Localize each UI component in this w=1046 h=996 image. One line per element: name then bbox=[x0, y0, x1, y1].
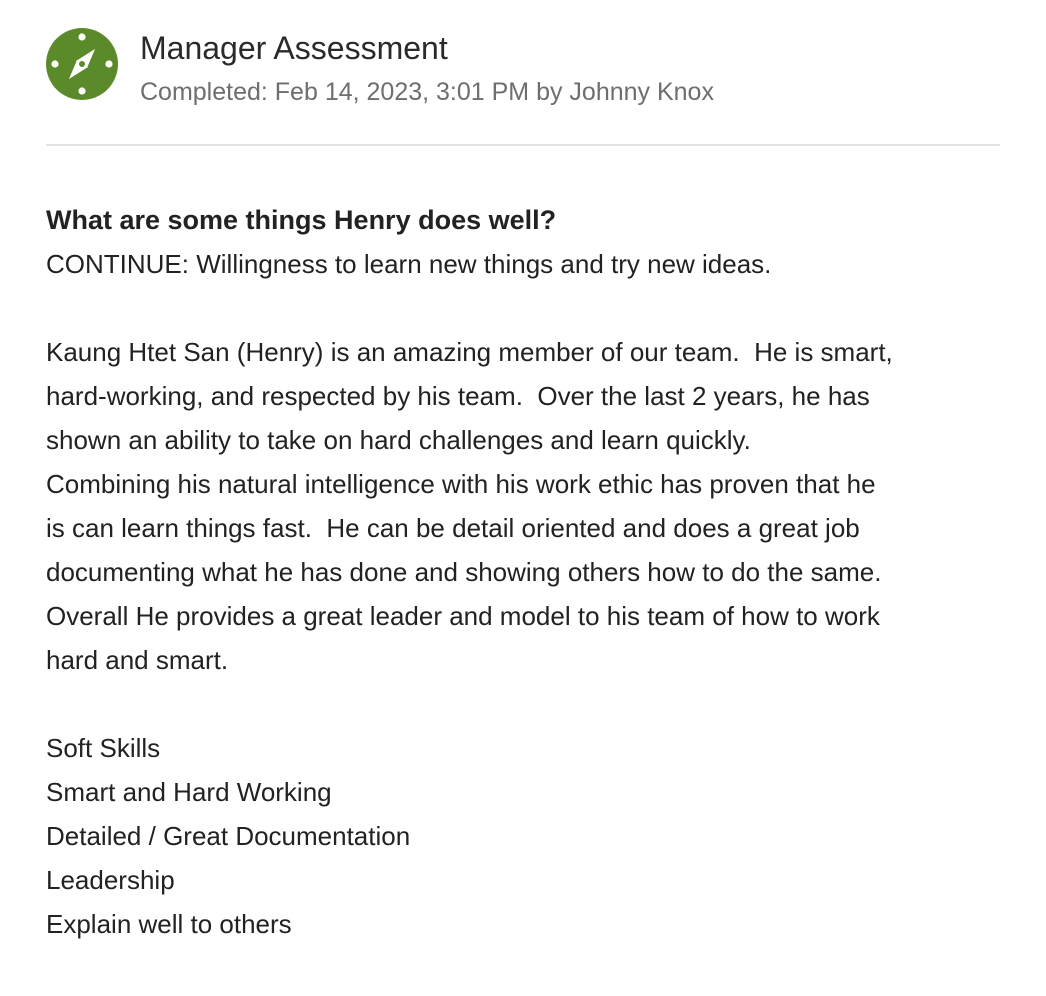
question-heading: What are some things Henry does well? bbox=[46, 205, 557, 235]
skill-item: Soft Skills bbox=[46, 733, 161, 763]
assessment-content: What are some things Henry does well? CO… bbox=[46, 198, 1006, 946]
answer-paragraph-line: hard-working, and respected by his team.… bbox=[46, 381, 870, 411]
answer-intro: CONTINUE: Willingness to learn new thing… bbox=[46, 249, 772, 279]
completion-status: Completed: Feb 14, 2023, 3:01 PM by John… bbox=[140, 78, 714, 106]
skill-item: Explain well to others bbox=[46, 909, 292, 939]
assessment-header: Manager Assessment Completed: Feb 14, 20… bbox=[46, 26, 1000, 106]
answer-paragraph-line: shown an ability to take on hard challen… bbox=[46, 425, 751, 455]
answer-text: CONTINUE: Willingness to learn new thing… bbox=[46, 242, 1006, 946]
compass-icon bbox=[46, 28, 118, 100]
answer-paragraph-line: documenting what he has done and showing… bbox=[46, 557, 882, 587]
paragraph-gap bbox=[46, 286, 1006, 330]
skill-item: Detailed / Great Documentation bbox=[46, 821, 411, 851]
skill-item: Smart and Hard Working bbox=[46, 777, 332, 807]
page-title: Manager Assessment bbox=[140, 30, 448, 66]
answer-paragraph-line: Overall He provides a great leader and m… bbox=[46, 601, 880, 631]
answer-paragraph-line: is can learn things fast. He can be deta… bbox=[46, 513, 860, 543]
skill-item: Leadership bbox=[46, 865, 175, 895]
answer-paragraph-line: Combining his natural intelligence with … bbox=[46, 469, 876, 499]
answer-paragraph-line: Kaung Htet San (Henry) is an amazing mem… bbox=[46, 337, 893, 367]
answer-paragraph-line: hard and smart. bbox=[46, 645, 229, 675]
header-divider bbox=[46, 144, 1000, 146]
paragraph-gap bbox=[46, 682, 1006, 726]
